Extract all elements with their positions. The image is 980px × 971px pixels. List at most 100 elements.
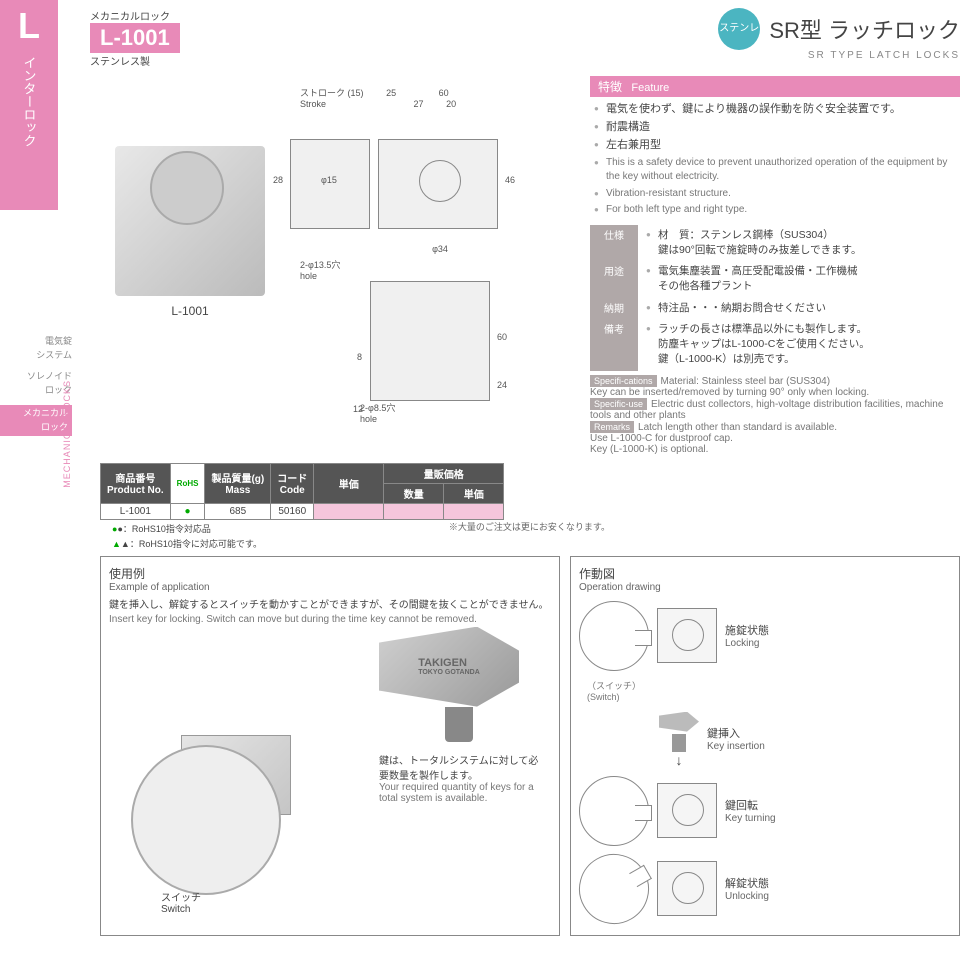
feature-item: 耐震構造 [594, 119, 956, 137]
price-cell [384, 503, 444, 519]
dim-b: 60 [439, 88, 449, 98]
product-photo [115, 146, 265, 296]
page-header: メカニカルロック L-1001 ステンレス製 ステンレス SR型 ラッチロック … [90, 0, 970, 72]
stroke-label-en: Stroke [300, 99, 326, 109]
main-content: メカニカルロック L-1001 ステンレス製 ステンレス SR型 ラッチロック … [90, 0, 970, 936]
switch-label: スイッチ Switch [161, 889, 201, 915]
drawing-side-view: 28 φ15 [290, 139, 370, 229]
price-col: 商品番号 Product No. [101, 463, 171, 503]
price-col: 製品質量(g) Mass [205, 463, 271, 503]
spec-en-block: Specifi-cationsMaterial: Stainless steel… [590, 375, 960, 455]
operation-step: 解錠状態Unlocking [579, 854, 951, 924]
drawing-bottom-view: 8 12 60 24 [370, 281, 490, 401]
dim-e: (15) [348, 88, 364, 98]
price-col: RoHS [170, 463, 205, 503]
product-title-jp: SR型 ラッチロック [769, 13, 960, 45]
feature-item-en: For both left type and right type. [594, 202, 956, 219]
dim-d: 20 [446, 99, 456, 109]
dim-o: 24 [497, 380, 507, 390]
dim-p: 2-φ8.5穴 [360, 403, 395, 413]
op-switch-icon [579, 601, 649, 671]
header-category: メカニカルロック [90, 8, 180, 23]
specs-block: 特徴 Feature 電気を使わず、鍵により機器の誤作動を防ぐ安全装置です。 耐… [590, 76, 960, 455]
dim-c: 27 [414, 99, 424, 109]
key-shape: TAKIGEN TOKYO GOTANDA [379, 627, 519, 707]
dim-i: φ34 [432, 244, 448, 254]
feature-hdr-en: Feature [631, 82, 669, 94]
rohs-note1: ●●：RoHS10指令対応品 [112, 522, 262, 535]
price-cell: 50160 [271, 503, 314, 519]
price-cell [444, 503, 504, 519]
price-cell [314, 503, 384, 519]
operation-step: 鍵回転Key turning [579, 776, 951, 846]
op-switch-label: （スイッチ） (Switch) [587, 679, 951, 702]
feature-item: 左右兼用型 [594, 137, 956, 155]
photo-label: L-1001 [90, 304, 290, 318]
arrow-down-icon: ↓ [659, 752, 699, 768]
rohs-note2: ▲▲：RoHS10指令に対応可能です。 [112, 537, 262, 550]
spec-en-label: Specifi-cations [590, 375, 657, 387]
product-photo-block: L-1001 [90, 76, 290, 455]
stainless-badge: ステンレス [718, 8, 760, 50]
price-col: 単価 [314, 463, 384, 503]
dim-h: 46 [505, 175, 515, 185]
price-subcol: 単価 [444, 483, 504, 503]
key-mini-icon [659, 712, 699, 732]
op-lock-icon [657, 608, 717, 663]
mechanical-locks-label: MECHANICAL LOCKS [62, 380, 72, 488]
op-switch-icon [579, 776, 649, 846]
dim-j: 2-φ13.5穴 [300, 260, 340, 270]
dim-m: 12 [353, 404, 363, 414]
bulk-note: ※大量のご注文は更にお安くなります。 [449, 520, 610, 550]
dim-a: 25 [386, 88, 396, 98]
operation-title: 作動図 Operation drawing [579, 565, 951, 593]
header-material: ステンレス製 [90, 53, 180, 68]
dim-f: 28 [273, 175, 283, 185]
product-title-en: SR TYPE LATCH LOCKS [718, 50, 960, 61]
key-text: 鍵は、トータルシステムに対して必要数量を製作します。 Your required… [379, 752, 539, 804]
spec-label: 仕様 [590, 225, 638, 261]
switch-circle [131, 745, 281, 895]
dim-n: 60 [497, 332, 507, 342]
hole-label: hole [300, 271, 317, 281]
model-number: L-1001 [90, 23, 180, 53]
price-col: 量販価格 [384, 463, 504, 483]
spec-en-label: Remarks [590, 421, 634, 433]
category-name-jp: インターロック [20, 56, 39, 147]
feature-header: 特徴 Feature [590, 76, 960, 97]
spec-label: 用途 [590, 261, 638, 297]
price-cell: L-1001 [101, 503, 171, 519]
price-table: 商品番号 Product No. RoHS 製品質量(g) Mass コード C… [100, 463, 504, 520]
drawing-front-view: 46 [378, 139, 498, 229]
spec-label: 備考 [590, 319, 638, 371]
stroke-label-jp: ストローク [300, 88, 345, 98]
price-cell: ● [170, 503, 205, 519]
op-switch-icon [566, 841, 662, 937]
spec-table: 仕様材 質：ステンレス鋼棒（SUS304） 鍵は90°回転で施錠時のみ抜差しでき… [590, 225, 960, 371]
feature-hdr-jp: 特徴 [598, 80, 622, 94]
dim-g: φ15 [321, 175, 337, 185]
operation-step: 施錠状態Locking [579, 601, 951, 671]
feature-item-en: This is a safety device to prevent unaut… [594, 155, 956, 186]
switch-illustration: スイッチ Switch [121, 715, 351, 915]
side-item[interactable]: 電気錠 システム [0, 335, 72, 362]
op-label: 鍵回転Key turning [725, 797, 776, 824]
operation-box: 作動図 Operation drawing 施錠状態Locking （スイッチ）… [570, 556, 960, 936]
technical-drawings: ストローク (15) 25 60 Stroke 27 20 28 φ15 46 … [290, 76, 590, 455]
header-right: ステンレス SR型 ラッチロック SR TYPE LATCH LOCKS [718, 8, 960, 68]
spec-value: ラッチの長さは標準品以外にも製作します。 防塵キャップはL-1000-Cをご使用… [638, 319, 960, 371]
content-row: L-1001 ストローク (15) 25 60 Stroke 27 20 28 … [90, 72, 970, 455]
price-cell: 685 [205, 503, 271, 519]
feature-item-en: Vibration-resistant structure. [594, 186, 956, 203]
op-lock-icon [657, 861, 717, 916]
dim-l: 8 [357, 352, 362, 362]
key-illustration: TAKIGEN TOKYO GOTANDA 鍵は、トータルシステムに対して必要数… [379, 627, 539, 804]
spec-value: 材 質：ステンレス鋼棒（SUS304） 鍵は90°回転で施錠時のみ抜差しできます… [638, 225, 960, 261]
feature-item: 電気を使わず、鍵により機器の誤作動を防ぐ安全装置です。 [594, 101, 956, 119]
operation-step: ↓ 鍵挿入Key insertion [659, 710, 951, 768]
spec-en-label: Specific-use [590, 398, 647, 410]
lower-boxes: 使用例 Example of application 鍵を挿入し、解錠するとスイ… [90, 550, 970, 936]
spec-value: 電気集塵装置・高圧受配電設備・工作機械 その他各種プラント [638, 261, 960, 297]
feature-list-jp: 電気を使わず、鍵により機器の誤作動を防ぐ安全装置です。 耐震構造 左右兼用型 [590, 101, 960, 155]
key-mini-stem [672, 734, 686, 752]
